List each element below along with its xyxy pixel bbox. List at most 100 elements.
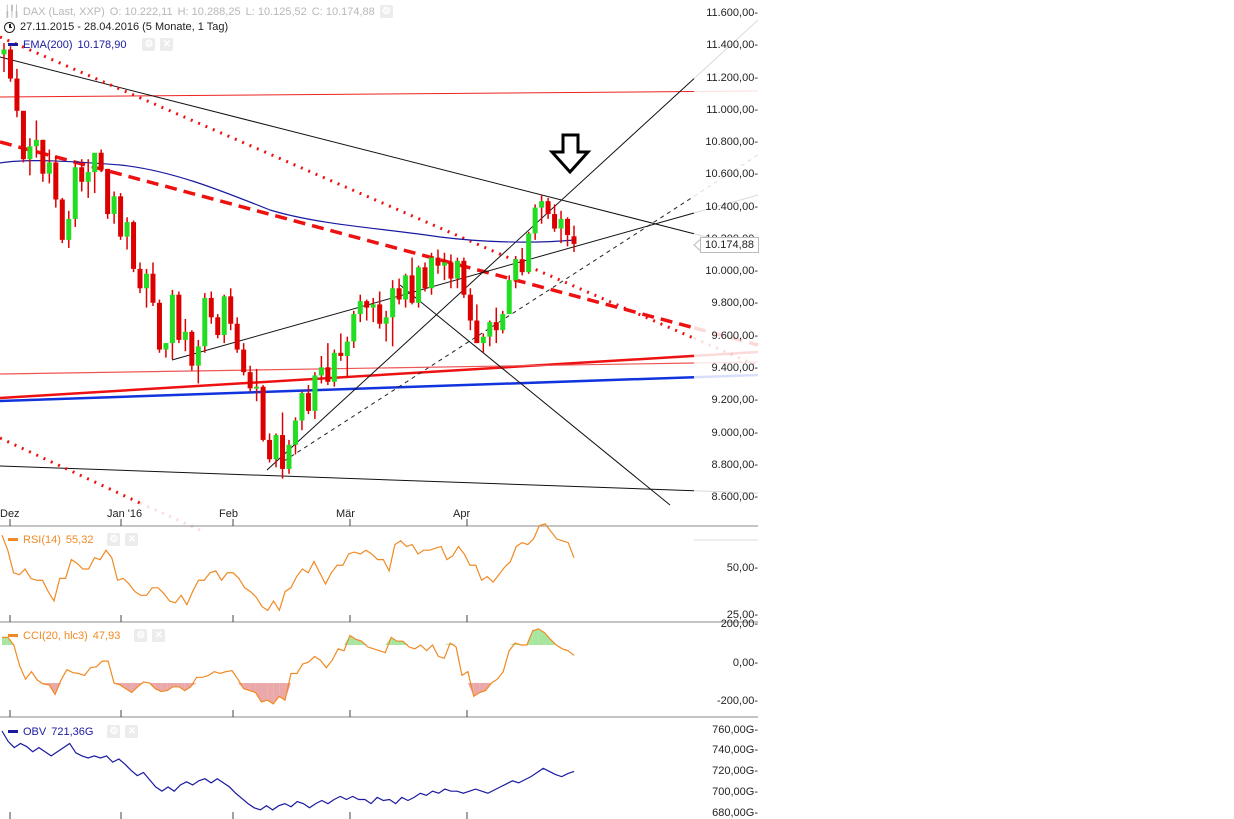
candle[interactable] <box>357 294 363 323</box>
candle[interactable] <box>364 299 370 321</box>
candle[interactable] <box>292 417 298 455</box>
ema-close-icon[interactable]: ✕ <box>160 38 174 51</box>
cci-close-icon[interactable]: ✕ <box>152 629 166 642</box>
candle[interactable] <box>390 280 396 347</box>
candle[interactable] <box>221 294 227 344</box>
candle[interactable] <box>131 220 137 273</box>
candle[interactable] <box>416 265 422 308</box>
obv-settings-icon[interactable]: ⚙ <box>107 725 121 738</box>
candle[interactable] <box>435 249 441 274</box>
candle[interactable] <box>539 194 545 224</box>
rsi-settings-icon[interactable]: ⚙ <box>107 533 121 546</box>
candle[interactable] <box>195 339 201 384</box>
candle[interactable] <box>480 333 486 353</box>
candle[interactable] <box>351 310 357 348</box>
candle[interactable] <box>409 257 415 305</box>
candle[interactable] <box>33 120 39 158</box>
candle[interactable] <box>111 191 117 224</box>
settings-icon[interactable]: ⚙ <box>379 5 393 18</box>
candle[interactable] <box>46 149 52 184</box>
candle[interactable] <box>105 168 111 219</box>
rsi-close-icon[interactable]: ✕ <box>125 533 139 546</box>
candle[interactable] <box>144 268 149 308</box>
candle[interactable] <box>500 310 506 334</box>
candle[interactable] <box>558 210 564 244</box>
candle[interactable] <box>325 343 331 386</box>
candle[interactable] <box>377 291 383 329</box>
candle[interactable] <box>273 433 279 468</box>
candle[interactable] <box>506 275 512 315</box>
candle[interactable] <box>493 307 499 344</box>
candle[interactable] <box>202 293 208 353</box>
candle[interactable] <box>79 159 85 192</box>
candle[interactable] <box>513 255 519 289</box>
candle[interactable] <box>286 439 292 474</box>
candle[interactable] <box>228 288 234 331</box>
candle[interactable] <box>234 317 240 353</box>
candle[interactable] <box>474 304 480 344</box>
candle[interactable] <box>53 155 59 208</box>
candle[interactable] <box>66 210 72 248</box>
candle[interactable] <box>85 159 91 198</box>
candle[interactable] <box>267 433 273 463</box>
candle[interactable] <box>20 110 26 163</box>
candle[interactable] <box>208 291 214 324</box>
candle[interactable] <box>124 217 130 250</box>
candle[interactable] <box>254 368 260 402</box>
candle[interactable] <box>312 372 318 419</box>
candle[interactable] <box>344 336 350 377</box>
obv-close-icon[interactable]: ✕ <box>125 725 139 738</box>
candle[interactable] <box>454 257 460 289</box>
candle[interactable] <box>526 231 532 274</box>
candle[interactable] <box>98 149 104 173</box>
cci-settings-icon[interactable]: ⚙ <box>134 629 148 642</box>
candle[interactable] <box>338 333 344 361</box>
candle[interactable] <box>176 291 182 344</box>
candle[interactable] <box>72 160 78 227</box>
candle[interactable] <box>487 320 493 347</box>
candle[interactable] <box>1 43 7 73</box>
candle[interactable] <box>571 225 577 252</box>
candle[interactable] <box>403 273 409 308</box>
candle[interactable] <box>422 262 428 292</box>
candle[interactable] <box>461 257 467 298</box>
candle[interactable] <box>163 343 169 358</box>
candle[interactable] <box>299 391 305 431</box>
candle[interactable] <box>318 356 324 384</box>
candle[interactable] <box>370 297 376 323</box>
candle[interactable] <box>247 365 253 392</box>
candle[interactable] <box>331 349 337 387</box>
candle[interactable] <box>27 138 33 176</box>
candle[interactable] <box>467 288 473 331</box>
candle[interactable] <box>215 314 221 339</box>
candle[interactable] <box>532 204 538 240</box>
candle[interactable] <box>280 412 286 479</box>
candle[interactable] <box>441 252 447 281</box>
candle[interactable] <box>448 254 454 289</box>
candle[interactable] <box>260 385 266 442</box>
candle[interactable] <box>429 252 434 295</box>
candle[interactable] <box>156 299 162 353</box>
candle[interactable] <box>552 204 558 232</box>
candle[interactable] <box>59 197 65 244</box>
candle[interactable] <box>14 68 20 118</box>
candle[interactable] <box>545 197 551 219</box>
candle[interactable] <box>519 247 525 276</box>
candle[interactable] <box>169 289 175 360</box>
candle[interactable] <box>241 343 247 376</box>
candle[interactable] <box>92 152 98 194</box>
candle[interactable] <box>150 262 156 307</box>
candle[interactable] <box>137 262 143 294</box>
candle[interactable] <box>383 310 389 342</box>
candle[interactable] <box>7 46 13 82</box>
candle[interactable] <box>118 193 124 240</box>
candle[interactable] <box>305 385 311 415</box>
ema-settings-icon[interactable]: ⚙ <box>142 38 156 51</box>
candle[interactable] <box>396 278 402 305</box>
candle[interactable] <box>40 139 46 182</box>
candle[interactable] <box>189 330 195 371</box>
candle[interactable] <box>565 217 571 247</box>
candle[interactable] <box>182 318 188 352</box>
